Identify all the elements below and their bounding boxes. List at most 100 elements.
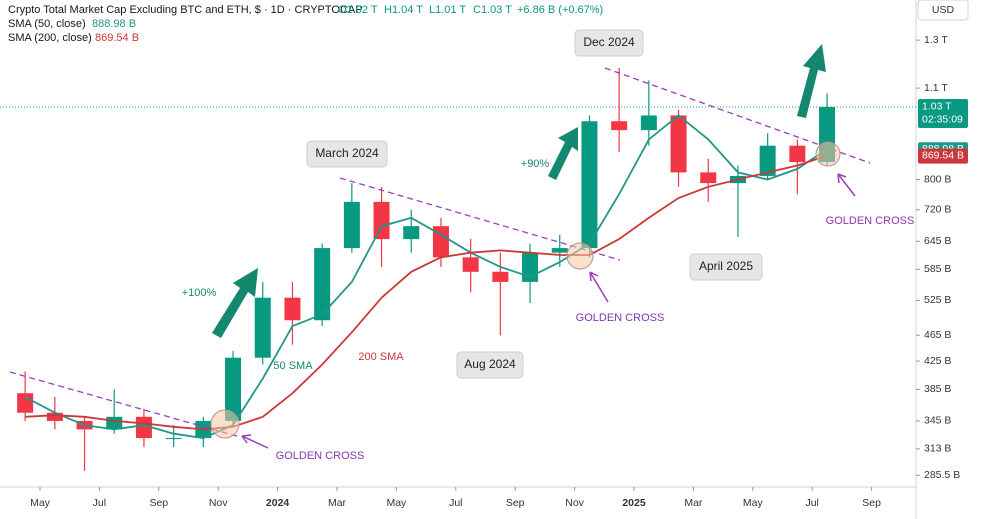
candle-body: [789, 145, 806, 163]
sma-line: [24, 114, 828, 440]
legend-entry: SMA (50, close): [8, 18, 86, 30]
plot: [17, 67, 836, 471]
x-tick-label: May: [386, 497, 407, 509]
y-tick-label: 345 B: [924, 415, 951, 427]
countdown: 02:35:09: [922, 114, 963, 126]
candle-body: [343, 201, 360, 249]
annotation: Dec 2024: [583, 35, 635, 49]
pointer-arrows: [241, 173, 856, 449]
y-tick-label: 1.1 T: [924, 82, 948, 94]
legend-entry: SMA (200, close): [8, 32, 92, 44]
legend-value: 888.98 B: [92, 18, 136, 30]
price-tag: [918, 148, 968, 164]
annotation: GOLDEN CROSS: [826, 215, 915, 227]
y-tick-label: 585 B: [924, 263, 951, 275]
label-box: [306, 140, 388, 168]
cross-circle: [815, 141, 841, 167]
x-tick-label: Nov: [565, 497, 584, 509]
annotation: April 2025: [699, 259, 753, 273]
annotation: March 2024: [315, 146, 379, 160]
cross-circles: [210, 141, 841, 439]
candle-body: [611, 121, 628, 131]
annotation: Aug 2024: [464, 357, 516, 371]
candle-body: [492, 271, 509, 282]
pointer: [241, 434, 269, 449]
x-tick-label: 2024: [266, 497, 290, 509]
candle-body: [759, 145, 776, 176]
y-tick-label: 385 B: [924, 383, 951, 395]
candle-body: [225, 357, 242, 421]
x-tick-label: Mar: [684, 497, 703, 509]
candle-body: [17, 393, 34, 413]
x-tick-label: Jul: [449, 497, 462, 509]
candle-body: [46, 412, 63, 421]
y-tick-label: 1.3 T: [924, 34, 948, 46]
ohlc: O1.02 T: [338, 4, 378, 16]
cross-circle: [210, 409, 240, 439]
price-tag: [918, 98, 968, 128]
cross-circle: [566, 242, 594, 270]
candle-body: [165, 438, 182, 440]
ohlc: H1.04 T: [384, 4, 423, 16]
candle-body: [670, 115, 687, 173]
candle-body: [432, 226, 449, 258]
chart-title: Crypto Total Market Cap Excluding BTC an…: [8, 4, 363, 16]
y-tick-label: 313 B: [924, 443, 951, 455]
x-tick-label: Jul: [805, 497, 818, 509]
annotation: 200 SMA: [358, 351, 404, 363]
label-box: [574, 29, 644, 57]
candle-body: [640, 115, 657, 131]
x-tick-label: 2025: [622, 497, 646, 509]
x-tick-label: May: [743, 497, 764, 509]
y-tick-label: 800 B: [924, 173, 951, 185]
currency[interactable]: USD: [932, 4, 955, 16]
pointer: [589, 271, 609, 303]
x-tick-label: May: [30, 497, 51, 509]
price-tag-label: 869.54 B: [922, 149, 964, 161]
y-tick-label: 645 B: [924, 235, 951, 247]
price-tag-label: 1.03 T: [922, 101, 952, 113]
legend-value: 869.54 B: [95, 32, 139, 44]
candle-body: [135, 416, 152, 439]
candle-body: [403, 226, 420, 240]
arrow: [797, 44, 826, 118]
y-tick-label: 425 B: [924, 355, 951, 367]
annotation: GOLDEN CROSS: [276, 450, 365, 462]
candle-body: [581, 121, 598, 249]
label-box: [456, 351, 524, 379]
ohlc: C1.03 T: [473, 4, 512, 16]
label-box: [689, 253, 763, 281]
candle-body: [284, 297, 301, 321]
arrow: [212, 268, 258, 338]
pointer: [837, 173, 856, 197]
candle-body: [373, 201, 390, 240]
y-tick-label: 465 B: [924, 329, 951, 341]
x-tick-label: Jul: [93, 497, 106, 509]
candle-body: [314, 248, 331, 321]
candle-body: [700, 172, 717, 184]
x-tick-label: Nov: [209, 497, 228, 509]
trend-arrows: [212, 44, 826, 338]
y-tick-label: 720 B: [924, 204, 951, 216]
ohlc: L1.01 T: [429, 4, 466, 16]
x-tick-label: Sep: [862, 497, 881, 509]
change: +6.86 B (+0.67%): [517, 4, 603, 16]
annotation: GOLDEN CROSS: [576, 312, 665, 324]
x-tick-label: Mar: [328, 497, 347, 509]
candle-body: [462, 257, 479, 272]
annotation: +90%: [521, 158, 550, 170]
currency-box[interactable]: [917, 0, 969, 21]
arrow: [548, 127, 578, 180]
annotation: 50 SMA: [273, 360, 313, 372]
x-tick-label: Sep: [506, 497, 525, 509]
y-tick-label: 285.5 B: [924, 469, 960, 481]
x-tick-label: Sep: [149, 497, 168, 509]
sma-line: [25, 154, 828, 431]
y-tick-label: 525 B: [924, 294, 951, 306]
annotation: +100%: [182, 287, 217, 299]
candle-body: [551, 248, 568, 253]
candle-body: [106, 416, 123, 430]
candle-body: [254, 297, 271, 358]
